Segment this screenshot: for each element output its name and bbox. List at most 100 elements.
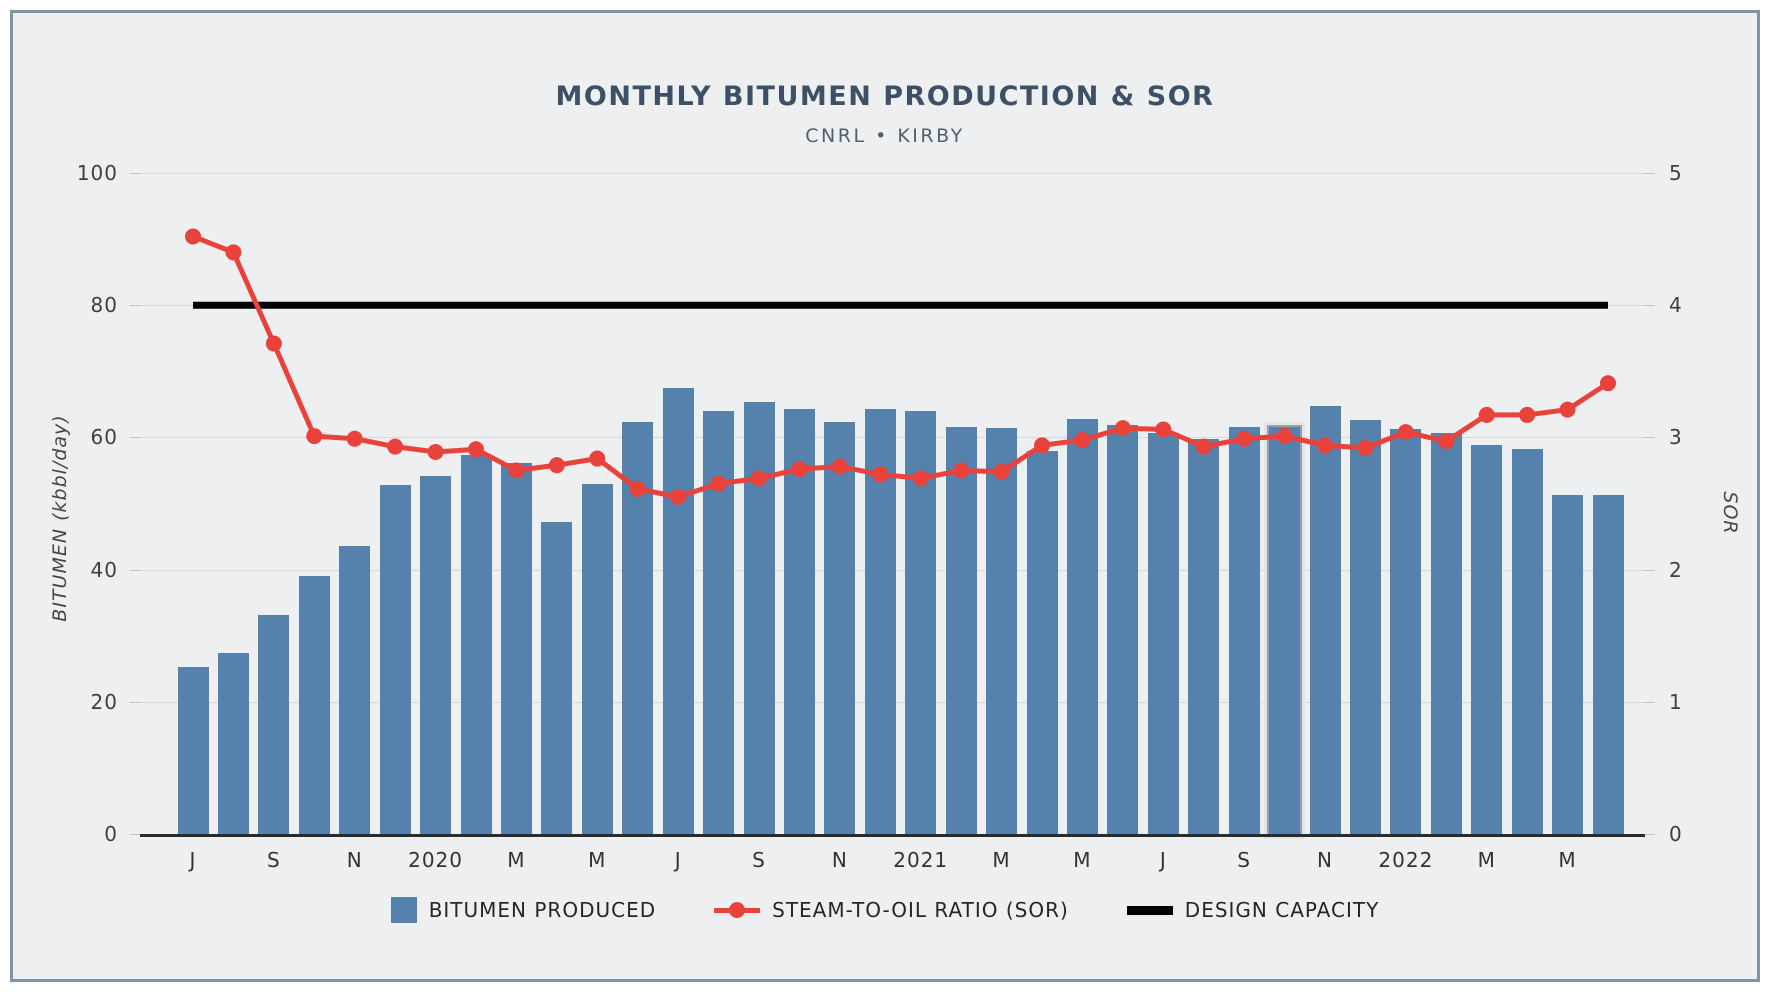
left-tick-mark [130,701,140,703]
legend-label: BITUMEN PRODUCED [428,898,657,922]
chart-title: MONTHLY BITUMEN PRODUCTION & SOR [555,81,1215,112]
x-axis-tick-label: S [266,848,281,872]
sor-point-2019-09[interactable] [265,335,282,352]
right-axis-tick-label: 1 [1669,689,1683,714]
bar-2020-09[interactable] [743,402,775,834]
bar-2020-11[interactable] [824,421,856,834]
right-axis-tick-label: 5 [1669,161,1683,185]
sor-point-2022-04[interactable] [1519,406,1536,423]
legend-item-1[interactable]: STEAM-TO-OIL RATIO (SOR) [714,898,1069,922]
bar-2021-04[interactable] [1026,450,1058,834]
right-axis-tick-label: 0 [1669,822,1683,846]
bar-2020-06[interactable] [622,421,654,834]
sor-point-2022-06[interactable] [1600,375,1616,392]
right-tick-mark [1645,437,1655,439]
bar-2021-01[interactable] [905,410,937,834]
bar-2019-07[interactable] [177,667,209,834]
sor-point-2020-05[interactable] [589,450,606,467]
bar-2021-05[interactable] [1066,418,1098,834]
bar-2022-01[interactable] [1390,428,1422,834]
sor-point-2019-11[interactable] [346,430,363,447]
bar-2021-07[interactable] [1147,433,1179,834]
bar-2021-11[interactable] [1309,405,1341,834]
x-axis-tick-label: S [752,848,766,872]
right-tick-mark [1645,701,1655,703]
right-axis-title: SOR [1719,491,1741,535]
left-axis-tick-label: 20 [90,689,118,714]
x-axis-tick-label: M [1558,848,1577,872]
x-axis-tick-label: M [588,848,607,872]
bar-2019-08[interactable] [217,652,249,834]
bar-2022-05[interactable] [1552,494,1584,834]
x-axis-tick-label: J [1159,848,1167,872]
bar-2020-07[interactable] [662,388,694,834]
bar-2020-04[interactable] [541,522,573,834]
bar-2021-12[interactable] [1349,420,1381,834]
sor-point-2019-08[interactable] [225,244,242,261]
x-axis-tick-label: 2020 [408,848,464,872]
bar-2020-03[interactable] [500,463,532,834]
bar-2022-02[interactable] [1430,433,1462,834]
bar-2020-10[interactable] [783,408,815,834]
chart-card: MONTHLY BITUMEN PRODUCTION & SOR CNRL • … [10,10,1760,982]
bar-2022-06[interactable] [1592,494,1624,834]
sor-point-2020-04[interactable] [548,457,565,474]
sor-point-2019-12[interactable] [387,438,404,455]
bar-2021-10-highlighted[interactable] [1267,424,1303,836]
left-tick-mark [130,569,140,571]
bar-2019-09[interactable] [258,615,290,834]
right-tick-mark [1645,834,1655,835]
left-axis-tick-label: 100 [76,161,118,185]
sor-point-2022-03[interactable] [1478,406,1495,423]
sor-point-2022-05[interactable] [1559,401,1576,418]
left-axis-tick-label: 40 [90,557,118,582]
bar-2019-11[interactable] [339,545,371,834]
x-axis-tick-label: J [674,848,682,872]
legend-item-2[interactable]: DESIGN CAPACITY [1126,898,1380,922]
left-axis-title: BITUMEN (kbbl/day) [49,414,71,622]
sor-point-2020-01[interactable] [427,443,444,460]
bar-2021-06[interactable] [1107,424,1139,834]
legend-item-0[interactable]: BITUMEN PRODUCED [390,897,657,923]
left-tick-mark [130,834,140,835]
x-axis-tick-label: S [1237,848,1251,872]
left-tick-mark [130,173,140,174]
bitumen-swatch-icon [390,897,417,923]
left-axis-tick-label: 0 [104,822,118,846]
left-axis-tick-label: 60 [90,425,118,450]
bar-2021-02[interactable] [945,426,977,834]
x-axis-tick-label: 2021 [893,848,949,872]
bar-2020-02[interactable] [460,455,492,834]
bar-2020-01[interactable] [420,475,452,834]
legend: BITUMEN PRODUCED STEAM-TO-OIL RATIO (SOR)… [13,897,1757,923]
legend-label: STEAM-TO-OIL RATIO (SOR) [772,898,1069,922]
bar-2021-08[interactable] [1188,439,1220,834]
x-axis-tick-label: N [831,848,848,872]
x-axis-line [140,834,1645,837]
x-axis-tick-label: M [507,848,526,872]
bar-2022-03[interactable] [1471,444,1503,834]
bar-2022-04[interactable] [1511,449,1543,834]
x-axis-tick-label: J [189,848,197,872]
x-axis-tick-label: 2022 [1378,848,1434,872]
x-axis-tick-label: M [1477,848,1496,872]
bar-2020-05[interactable] [581,484,613,834]
sor-point-2019-07[interactable] [185,228,201,245]
x-axis-tick-label: N [1317,848,1333,872]
sor-point-2019-10[interactable] [306,428,323,445]
bar-2021-09[interactable] [1228,426,1260,834]
gridline-y-100 [140,173,1645,174]
bar-2021-03[interactable] [986,428,1018,834]
bar-2019-12[interactable] [379,484,411,834]
legend-label: DESIGN CAPACITY [1184,898,1380,922]
x-axis-tick-label: N [346,848,363,872]
gridline-y-80 [140,305,1645,307]
bar-2019-10[interactable] [298,576,330,834]
sor-line-swatch-icon [714,901,761,919]
right-tick-mark [1645,569,1655,571]
design-capacity-swatch-icon [1126,905,1173,915]
right-tick-mark [1645,305,1655,307]
bar-2020-08[interactable] [703,410,735,834]
bar-2020-12[interactable] [864,408,896,834]
